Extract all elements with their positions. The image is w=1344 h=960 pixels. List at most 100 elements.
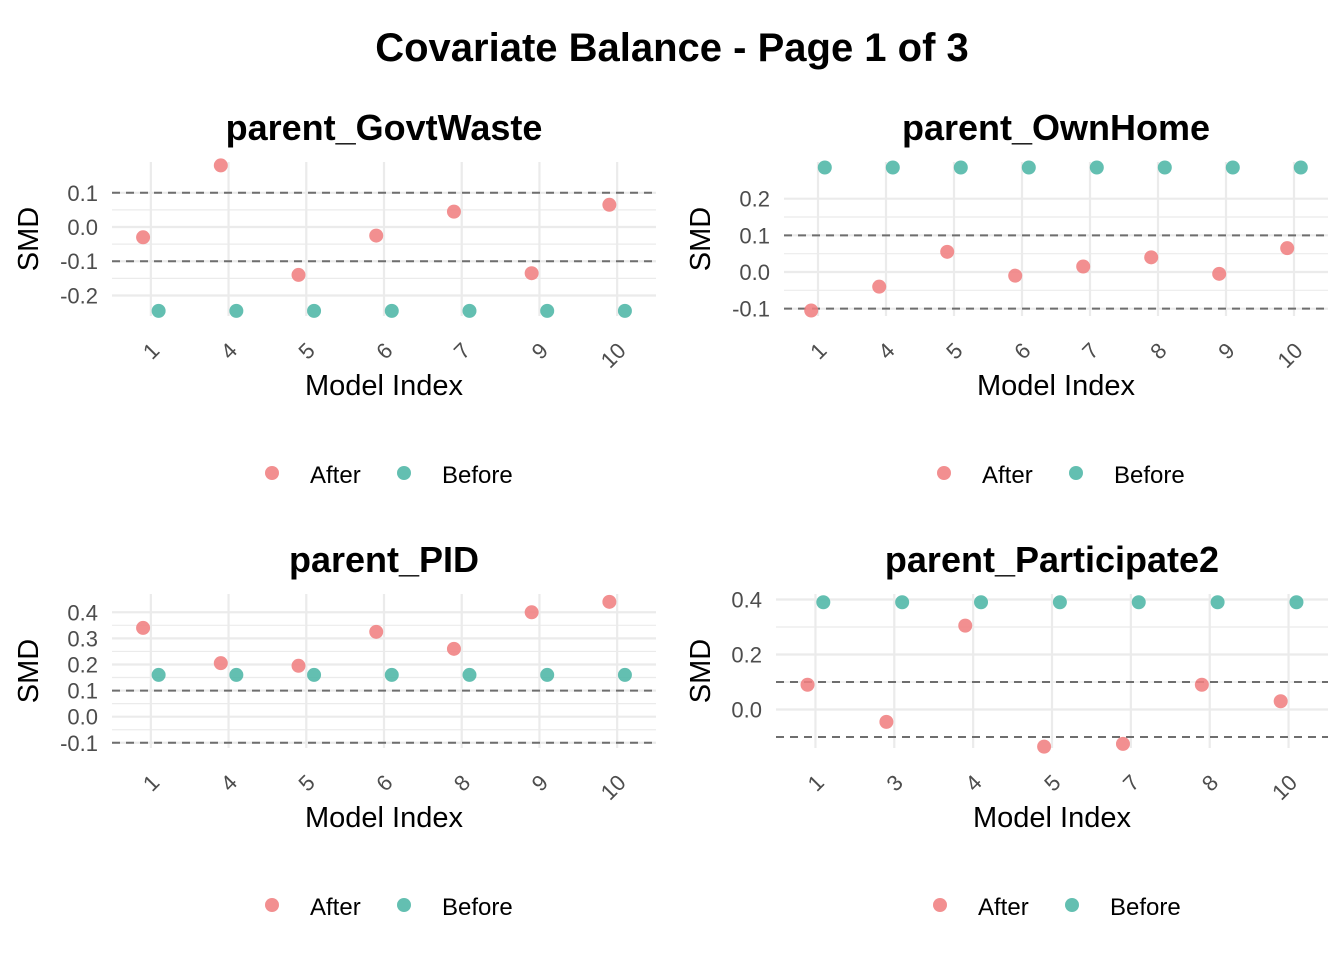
x-axis-label: Model Index [305, 802, 463, 834]
y-tick-label: 0.4 [67, 600, 98, 625]
after-point [602, 594, 617, 609]
before-point [816, 595, 831, 610]
before-point [974, 595, 989, 610]
x-tick-label: 9 [1213, 338, 1239, 364]
y-axis-label: SMD [13, 207, 45, 271]
before-point [953, 160, 968, 175]
y-tick-label: 0.2 [739, 187, 770, 212]
before-point [1225, 160, 1240, 175]
x-tick-label: 7 [449, 338, 475, 364]
x-tick-label: 3 [881, 770, 907, 796]
before-point [817, 160, 832, 175]
legend-after-label: After [310, 462, 361, 489]
before-point [462, 667, 477, 682]
x-axis-label: Model Index [977, 370, 1135, 402]
y-tick-label: 0.0 [739, 260, 770, 285]
x-axis-label: Model Index [305, 370, 463, 402]
x-tick-label: 1 [138, 338, 164, 364]
after-point [136, 620, 151, 635]
y-tick-label: 0.1 [67, 181, 98, 206]
before-point [1052, 595, 1067, 610]
legend-before-key [397, 466, 411, 480]
panel-title: parent_Participate2 [885, 539, 1219, 580]
x-tick-label: 4 [216, 770, 242, 796]
before-point [617, 303, 632, 318]
x-tick-label: 9 [527, 770, 553, 796]
after-point [800, 677, 815, 692]
before-point [307, 667, 322, 682]
x-tick-label: 6 [1009, 338, 1035, 364]
x-tick-label: 10 [596, 770, 631, 805]
x-tick-label: 4 [873, 338, 899, 364]
legend-after-label: After [310, 894, 361, 921]
y-tick-label: 0.1 [739, 223, 770, 248]
y-tick-label: 0.0 [67, 705, 98, 730]
after-point [291, 658, 306, 673]
y-tick-label: -0.1 [60, 731, 98, 756]
before-point [151, 667, 166, 682]
before-point [229, 303, 244, 318]
y-tick-label: 0.3 [67, 626, 98, 651]
y-tick-label: 0.2 [731, 643, 762, 668]
legend-after-key [265, 466, 279, 480]
x-tick-label: 10 [1267, 770, 1302, 805]
before-point [540, 303, 555, 318]
legend-after-key [265, 898, 279, 912]
after-point [1037, 739, 1052, 754]
legend-before-label: Before [442, 894, 513, 921]
y-tick-label: 0.0 [731, 698, 762, 723]
after-point [602, 197, 617, 212]
panel-title: parent_OwnHome [902, 107, 1210, 148]
x-tick-label: 6 [371, 338, 397, 364]
after-point [1144, 250, 1159, 265]
y-axis-label: SMD [685, 207, 717, 271]
x-tick-label: 8 [1145, 338, 1171, 364]
legend-after-key [933, 898, 947, 912]
x-tick-label: 7 [1118, 770, 1144, 796]
after-point [1194, 677, 1209, 692]
before-point [384, 303, 399, 318]
after-point [958, 618, 973, 633]
legend-after-label: After [978, 894, 1029, 921]
after-point [1115, 736, 1130, 751]
after-point [804, 303, 819, 318]
after-point [446, 641, 461, 656]
before-point [151, 303, 166, 318]
after-point [446, 204, 461, 219]
after-point [524, 605, 539, 620]
legend-before-label: Before [1110, 894, 1181, 921]
after-point [940, 244, 955, 259]
x-tick-label: 1 [803, 770, 829, 796]
y-tick-label: -0.2 [60, 283, 98, 308]
legend-before-key [397, 898, 411, 912]
x-tick-label: 5 [293, 338, 319, 364]
before-point [1157, 160, 1172, 175]
x-tick-label: 8 [449, 770, 475, 796]
before-point [1293, 160, 1308, 175]
after-point [879, 714, 894, 729]
page-title: Covariate Balance - Page 1 of 3 [375, 26, 969, 70]
before-point [1021, 160, 1036, 175]
legend-before-key [1065, 898, 1079, 912]
before-point [885, 160, 900, 175]
after-point [369, 228, 384, 243]
panel-title: parent_GovtWaste [226, 107, 543, 148]
after-point [1008, 268, 1023, 283]
after-point [1076, 259, 1091, 274]
before-point [1210, 595, 1225, 610]
after-point [1280, 241, 1295, 256]
x-tick-label: 4 [960, 770, 986, 796]
before-point [307, 303, 322, 318]
x-tick-label: 5 [1039, 770, 1065, 796]
before-point [1289, 595, 1304, 610]
y-tick-label: 0.1 [67, 679, 98, 704]
after-point [524, 266, 539, 281]
after-point [1212, 266, 1227, 281]
legend-before-label: Before [442, 462, 513, 489]
y-tick-label: 0.0 [67, 215, 98, 240]
x-tick-label: 10 [596, 338, 631, 373]
before-point [617, 667, 632, 682]
x-tick-label: 5 [941, 338, 967, 364]
